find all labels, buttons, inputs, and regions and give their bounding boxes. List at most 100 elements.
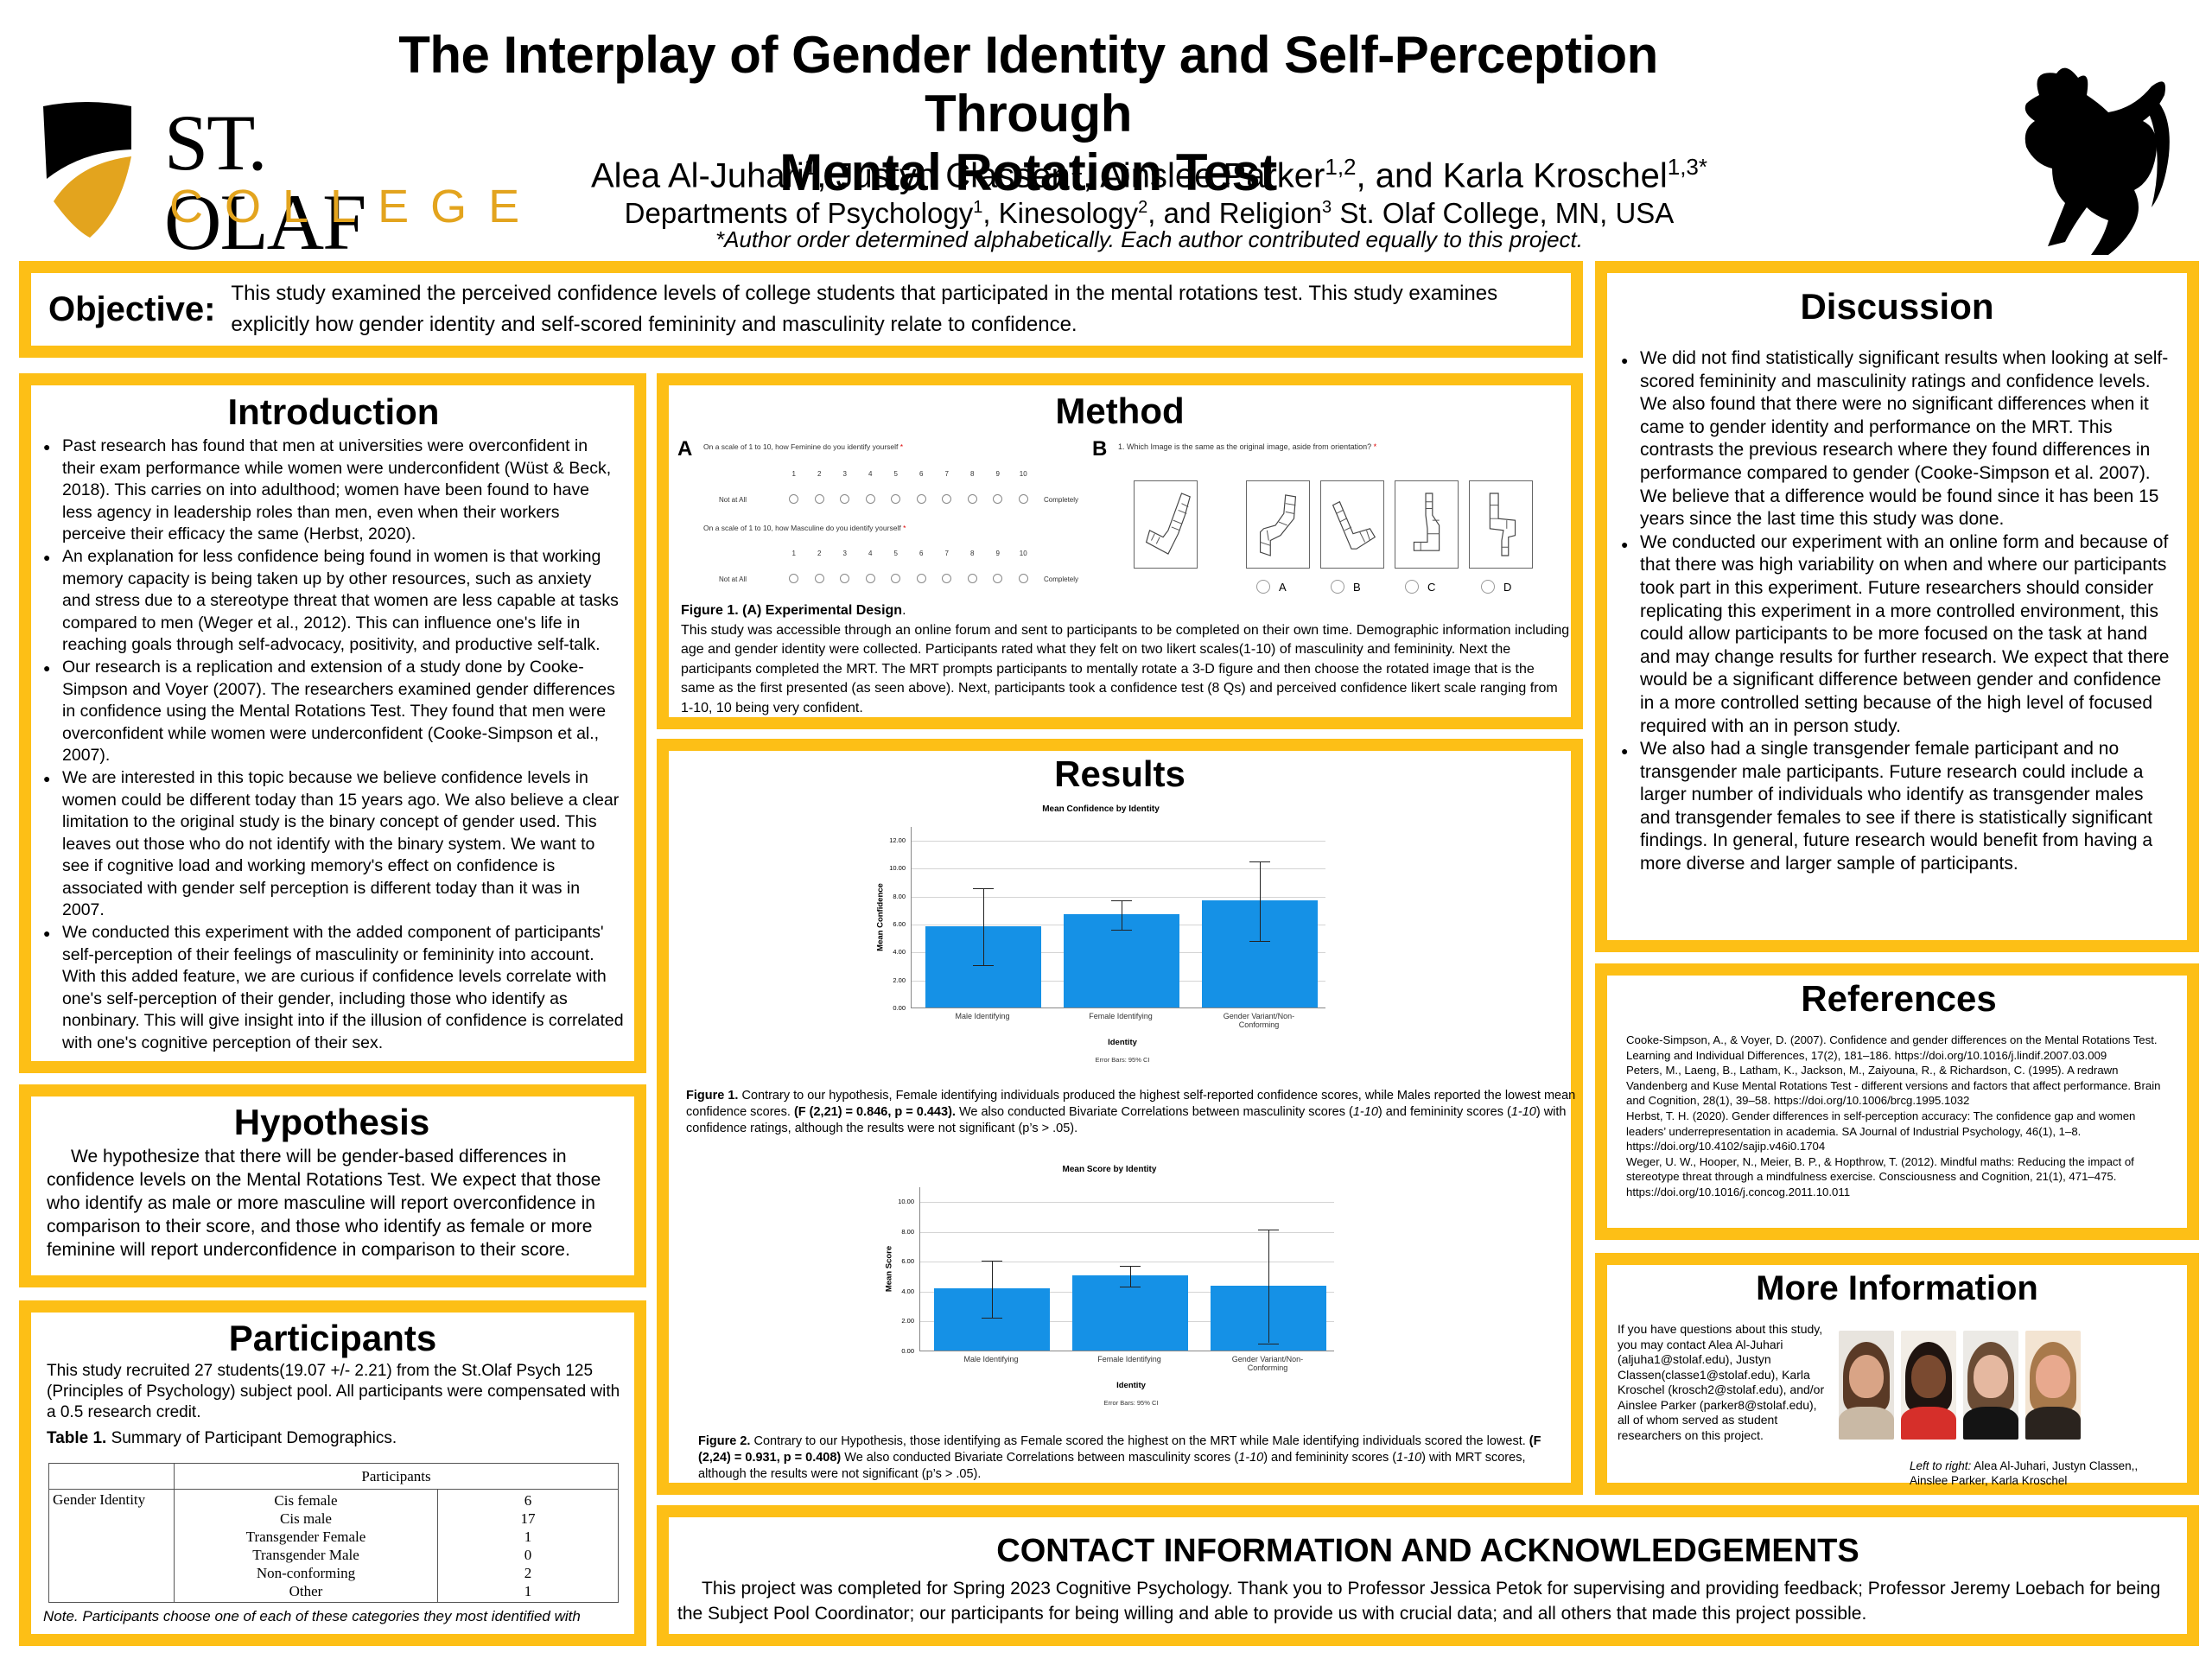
bullet-item: We are interested in this topic because … <box>43 767 624 922</box>
likert-radio[interactable] <box>985 494 1011 504</box>
error-bar <box>1260 861 1261 942</box>
likert-radio[interactable] <box>832 494 858 504</box>
likert-radio[interactable] <box>960 494 986 504</box>
contact-text: If you have questions about this study, … <box>1618 1322 1825 1442</box>
radio-circle-icon[interactable] <box>967 494 977 504</box>
error-cap <box>1249 941 1270 943</box>
gridline <box>912 896 1325 898</box>
shirt-shape <box>2025 1407 2081 1440</box>
radio-circle-icon[interactable] <box>814 574 824 583</box>
likert-radio[interactable] <box>883 494 909 504</box>
radio-circle-icon[interactable] <box>840 494 850 504</box>
error-bar <box>1268 1230 1269 1344</box>
poster-title-line1: The Interplay of Gender Identity and Sel… <box>398 26 1658 143</box>
likert-radio[interactable] <box>934 574 960 583</box>
likert-radio[interactable] <box>1011 574 1037 583</box>
radio-circle-icon[interactable] <box>1018 574 1028 583</box>
x-tick-label: Gender Variant/Non- Conforming <box>1223 1012 1295 1029</box>
radio-circle-icon[interactable] <box>1405 580 1419 594</box>
scale-number: 8 <box>970 550 975 557</box>
radio-circle-icon[interactable] <box>916 574 926 583</box>
option-b-radio[interactable]: B <box>1331 580 1361 594</box>
radio-circle-icon[interactable] <box>814 494 824 504</box>
section-title: Discussion <box>1800 286 1994 327</box>
poster-title: The Interplay of Gender Identity and Sel… <box>311 26 1745 202</box>
radio-circle-icon[interactable] <box>865 574 875 583</box>
shirt-shape <box>1963 1407 2018 1440</box>
objective-section: Objective: This study examined the perce… <box>19 261 1583 358</box>
likert-radio[interactable] <box>858 494 884 504</box>
radio-circle-icon[interactable] <box>1481 580 1495 594</box>
section-title: Hypothesis <box>233 1102 430 1142</box>
radio-circle-icon[interactable] <box>942 574 952 583</box>
author-photo <box>2025 1331 2081 1440</box>
scale-number: 6 <box>919 550 924 557</box>
radio-circle-icon[interactable] <box>789 494 799 504</box>
error-cap <box>982 1260 1002 1262</box>
likert-radio[interactable] <box>909 574 935 583</box>
error-bar <box>992 1260 993 1319</box>
error-cap <box>1111 929 1132 931</box>
y-tick-label: 10.00 <box>889 864 906 873</box>
option-a-radio[interactable]: A <box>1256 580 1287 594</box>
radio-circle-icon[interactable] <box>865 494 875 504</box>
error-cap <box>1120 1265 1141 1267</box>
radio-circle-icon[interactable] <box>993 494 1003 504</box>
bar <box>1071 1274 1189 1351</box>
likert-radio[interactable] <box>934 494 960 504</box>
lion-rampant-icon <box>2005 60 2177 259</box>
author-order-note: *Author order determined alphabetically.… <box>715 226 1583 252</box>
author-photo <box>1901 1331 1956 1440</box>
scale-number: 8 <box>970 470 975 478</box>
radio-circle-icon[interactable] <box>1018 494 1028 504</box>
scale-number: 4 <box>868 550 873 557</box>
st-olaf-logo: ST. OLAF COLLEGE <box>35 99 519 262</box>
participants-section: Participants This study recruited 27 stu… <box>19 1300 646 1646</box>
radio-circle-icon[interactable] <box>891 574 901 583</box>
likert-radio[interactable] <box>807 574 833 583</box>
author-name: Alea Al-Juhari <box>591 156 804 195</box>
radio-circle-icon[interactable] <box>993 574 1003 583</box>
radio-circle-icon[interactable] <box>942 494 952 504</box>
radio-circle-icon[interactable] <box>967 574 977 583</box>
radio-circle-icon[interactable] <box>840 574 850 583</box>
likert-radio[interactable] <box>781 574 807 583</box>
y-tick-label: 4.00 <box>893 948 906 957</box>
likert-radio[interactable] <box>960 574 986 583</box>
radio-circle-icon[interactable] <box>1256 580 1270 594</box>
y-tick-label: 0.00 <box>893 1004 906 1012</box>
bullet-item: Past research has found that men at univ… <box>43 435 624 546</box>
radio-circle-icon[interactable] <box>891 494 901 504</box>
section-title: Introduction <box>227 391 440 432</box>
likert-radio[interactable] <box>858 574 884 583</box>
y-axis-label: Mean Confidence <box>875 883 886 951</box>
x-axis-label: Identity <box>1108 1038 1137 1047</box>
radio-row <box>781 574 1036 583</box>
shirt-shape <box>1839 1407 1894 1440</box>
likert-radio[interactable] <box>909 494 935 504</box>
likert-radio[interactable] <box>883 574 909 583</box>
option-c-image <box>1395 480 1459 569</box>
shield-icon <box>43 102 131 238</box>
scale-number: 9 <box>995 550 1000 557</box>
bullet-item: We conducted our experiment with an onli… <box>1621 531 2173 738</box>
radio-circle-icon[interactable] <box>916 494 926 504</box>
option-b-image <box>1320 480 1384 569</box>
figure1-caption: Figure 1. Contrary to our hypothesis, Fe… <box>686 1089 1576 1135</box>
bullet-item: We did not find statistically significan… <box>1621 347 2173 531</box>
radio-circle-icon[interactable] <box>789 574 799 583</box>
demographics-table: Participants Gender Identity Cis female … <box>48 1463 619 1603</box>
gridline <box>920 1202 1334 1204</box>
option-d-radio[interactable]: D <box>1481 580 1511 594</box>
likert-radio[interactable] <box>832 574 858 583</box>
likert-radio[interactable] <box>781 494 807 504</box>
likert-radio[interactable] <box>985 574 1011 583</box>
likert-question: On a scale of 1 to 10, how Feminine do y… <box>703 442 904 451</box>
participants-text: This study recruited 27 students(19.07 +… <box>47 1362 620 1421</box>
affiliations: Departments of Psychology1, Kinesology2,… <box>624 197 1675 229</box>
radio-circle-icon[interactable] <box>1331 580 1344 594</box>
option-c-radio[interactable]: C <box>1405 580 1435 594</box>
likert-radio[interactable] <box>1011 494 1037 504</box>
scale-number: 7 <box>944 550 949 557</box>
likert-radio[interactable] <box>807 494 833 504</box>
